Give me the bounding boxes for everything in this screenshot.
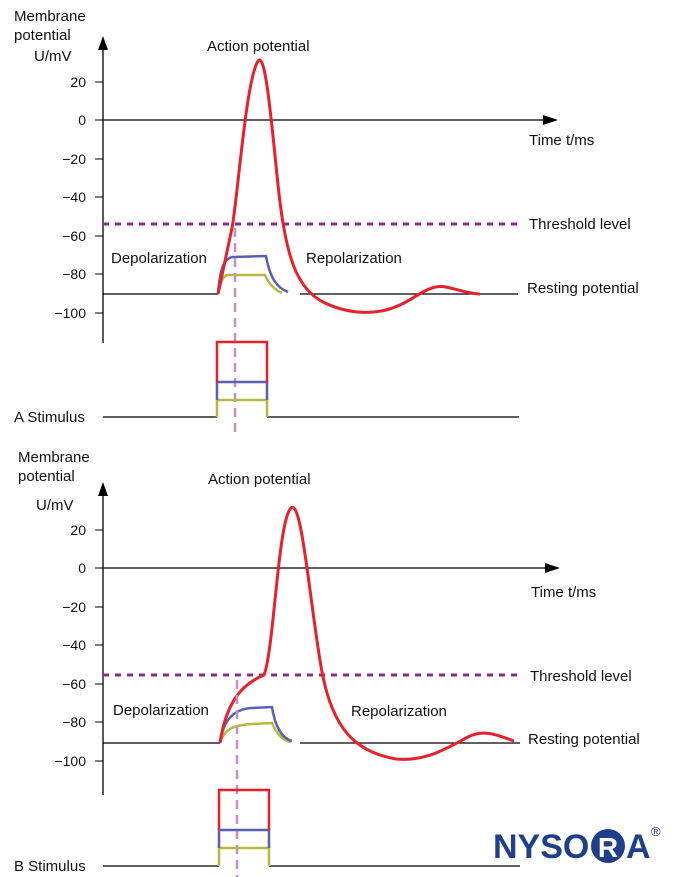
x-axis-label: Time t/ms xyxy=(531,584,596,601)
stimulus-label: B Stimulus xyxy=(14,858,86,875)
action-potential-label: Action potential xyxy=(208,471,311,488)
repolarization-label: Repolarization xyxy=(351,703,447,720)
subthreshold-weak-curve xyxy=(218,721,292,744)
threshold-label: Threshold level xyxy=(530,668,632,685)
action-potential-curve xyxy=(216,58,481,314)
logo-text-circle: R xyxy=(598,832,618,863)
tick-label: −40 xyxy=(62,189,86,205)
tick-label: −20 xyxy=(62,599,86,615)
stimulus-weak-pulse xyxy=(217,846,271,866)
depolarization-label: Depolarization xyxy=(111,250,207,267)
y-axis-unit: U/mV xyxy=(34,48,72,65)
tick-label: 20 xyxy=(70,74,86,90)
repolarization-label: Repolarization xyxy=(306,250,402,267)
resting-label: Resting potential xyxy=(527,280,639,297)
tick-label: 0 xyxy=(78,112,86,128)
y-ticks: 20 0 −20 −40 −60 −80 −100 xyxy=(54,74,103,321)
logo-text-left: NYSO xyxy=(493,828,589,866)
logo-circle xyxy=(591,829,625,863)
x-axis-label: Time t/ms xyxy=(529,132,594,149)
y-axis-label-line1: Membrane xyxy=(18,449,90,466)
y-axis-unit: U/mV xyxy=(36,497,74,514)
tick-label: 20 xyxy=(70,522,86,538)
tick-label: −40 xyxy=(62,637,86,653)
x-axis-arrow xyxy=(543,115,558,125)
depolarization-label: Depolarization xyxy=(113,702,209,719)
y-axis-arrow xyxy=(98,36,108,50)
stimulus-strong-pulse xyxy=(215,380,269,400)
panel-b: Membrane potential U/mV Time t/ms 20 0 −… xyxy=(14,449,640,877)
action-potential-label: Action potential xyxy=(207,38,310,55)
y-axis-label-line1: Membrane xyxy=(14,8,86,25)
tick-label: −80 xyxy=(62,266,86,282)
logo-text-right: A xyxy=(626,828,651,866)
x-axis-arrow xyxy=(545,563,560,573)
tick-label: −60 xyxy=(62,676,86,692)
stimulus-strong-pulse xyxy=(217,828,271,848)
y-axis-label-line2: potential xyxy=(14,27,71,44)
y-axis-arrow xyxy=(98,482,108,496)
tick-label: −20 xyxy=(62,151,86,167)
tick-label: −80 xyxy=(62,714,86,730)
y-ticks: 20 0 −20 −40 −60 −80 −100 xyxy=(54,522,103,769)
threshold-label: Threshold level xyxy=(529,216,631,233)
stimulus-threshold-pulse xyxy=(217,788,271,830)
tick-label: −100 xyxy=(54,305,86,321)
panel-a: Membrane potential U/mV Time t/ms 20 0 −… xyxy=(14,8,639,432)
stimulus-threshold-pulse xyxy=(215,340,269,382)
tick-label: −60 xyxy=(62,228,86,244)
stimulus-label: A Stimulus xyxy=(14,409,85,426)
resting-label: Resting potential xyxy=(528,731,640,748)
nysora-logo: NYSO R A ® xyxy=(493,824,661,866)
logo-registered-mark: ® xyxy=(651,824,661,839)
action-potential-curve xyxy=(218,506,515,761)
y-axis-label-line2: potential xyxy=(18,468,75,485)
stimulus-weak-pulse xyxy=(215,398,269,417)
tick-label: −100 xyxy=(54,753,86,769)
subthreshold-strong-curve xyxy=(216,254,289,295)
tick-label: 0 xyxy=(78,560,86,576)
